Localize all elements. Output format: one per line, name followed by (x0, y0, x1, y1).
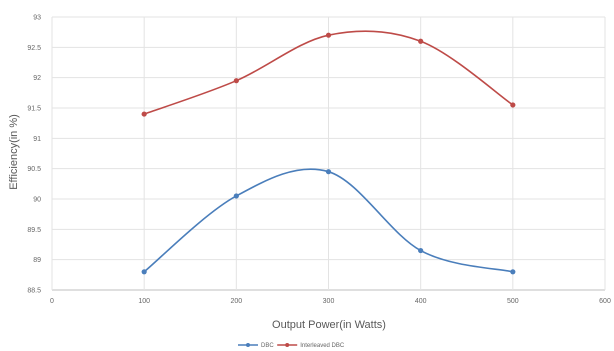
data-point-interleaved-dbc (510, 102, 516, 108)
data-point-dbc (418, 247, 424, 254)
y-tick-label: 92 (33, 75, 41, 82)
y-tick-label: 88.5 (27, 288, 41, 295)
legend-label-interleaved-dbc: Interleaved DBC (300, 343, 345, 349)
y-axis-ticks: 88.5 89 89.5 90 90.5 91 91.5 92 92.5 93 (27, 15, 41, 295)
gridlines (51, 16, 606, 291)
y-tick-label: 91.5 (27, 106, 41, 113)
data-point-interleaved-dbc (141, 111, 147, 117)
y-tick-label: 90 (33, 197, 41, 204)
x-tick-label: 500 (507, 298, 519, 305)
y-tick-label: 90.5 (27, 166, 41, 173)
data-point-dbc (141, 269, 147, 275)
y-tick-label: 89 (33, 257, 41, 264)
data-point-dbc (233, 193, 239, 199)
x-tick-label: 200 (230, 298, 242, 305)
legend-label-dbc: DBC (261, 343, 274, 349)
y-tick-label: 89.5 (27, 227, 41, 234)
x-tick-label: 300 (323, 298, 335, 305)
x-tick-label: 600 (599, 298, 611, 305)
legend-marker-dbc (246, 343, 250, 347)
y-axis-title: Efficiency(in %) (8, 114, 20, 190)
y-tick-label: 92.5 (27, 45, 41, 52)
data-point-dbc (510, 269, 516, 275)
x-tick-label: 400 (415, 298, 427, 305)
data-point-dbc (325, 169, 332, 175)
series-lines (141, 30, 516, 275)
data-point-interleaved-dbc (418, 38, 424, 44)
x-axis-title: Output Power(in Watts) (272, 319, 386, 331)
x-tick-label: 100 (138, 298, 150, 305)
data-point-interleaved-dbc (233, 78, 239, 84)
data-point-interleaved-dbc (325, 32, 332, 38)
legend: DBC Interleaved DBC (238, 343, 345, 349)
x-tick-label: 0 (50, 298, 54, 305)
legend-marker-interleaved-dbc (285, 343, 290, 347)
x-axis-ticks: 0 100 200 300 400 500 600 (50, 298, 611, 305)
y-tick-label: 91 (33, 136, 41, 143)
y-tick-label: 93 (33, 15, 41, 22)
